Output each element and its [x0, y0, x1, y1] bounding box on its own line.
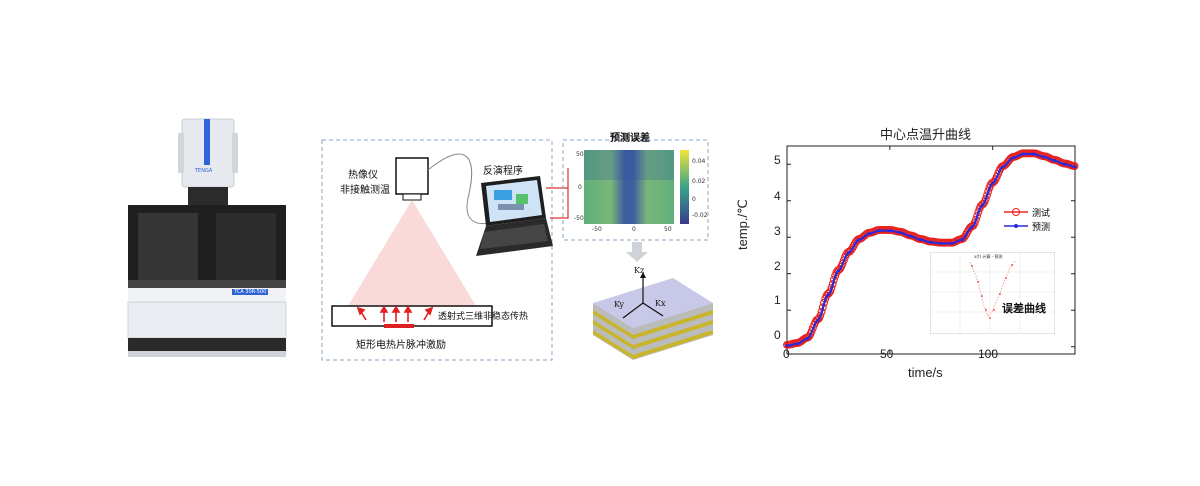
error-y-tick: -50: [574, 215, 584, 222]
data-point-predict: [1001, 165, 1005, 169]
camera-sublabel: 非接触测温: [340, 185, 390, 196]
data-point-test: [960, 232, 969, 241]
ky-label: Ky: [614, 300, 624, 309]
legend-marker-test: [1004, 208, 1028, 216]
y-tick-label: 2: [774, 259, 781, 273]
heat-arrows: [356, 305, 434, 322]
colorbar-tick: 0.02: [692, 178, 706, 185]
error-y-tick: 0: [578, 184, 582, 191]
data-point-predict: [1032, 152, 1036, 156]
legend-item: 测试: [1004, 205, 1074, 219]
legend-label: 预测: [1032, 222, 1051, 233]
data-point-predict: [919, 238, 923, 242]
colorbar-tick: -0.02: [692, 212, 708, 219]
data-point-predict: [980, 203, 985, 207]
heater-strip: [384, 324, 414, 328]
inset-label: 误差曲线: [1002, 302, 1046, 315]
camera-label: 热像仪: [348, 170, 378, 181]
laptop: [476, 176, 553, 256]
data-point-predict: [970, 225, 974, 229]
legend: 测试 预测: [1004, 205, 1074, 233]
x-axis-label: time/s: [908, 365, 943, 380]
data-point-predict: [929, 240, 933, 244]
y-tick-label: 4: [774, 189, 781, 203]
data-point-predict: [836, 269, 841, 273]
data-point-predict: [826, 293, 830, 297]
error-x-tick: -50: [592, 226, 602, 233]
layered-block: [593, 272, 713, 360]
data-point-predict: [857, 238, 861, 242]
data-point-predict: [1063, 162, 1067, 166]
data-point-predict: [1021, 152, 1026, 156]
x-tick-label: 100: [978, 347, 999, 361]
data-point-predict: [939, 241, 943, 246]
error-heatmap: [584, 150, 674, 224]
data-point-predict: [898, 230, 902, 235]
down-arrow: [626, 242, 648, 262]
instrument-image: [127, 118, 287, 357]
connector-line: [546, 168, 569, 189]
error-x-tick: 0: [632, 226, 636, 233]
y-tick-label: 3: [774, 224, 781, 238]
error-panel-frame: [562, 139, 709, 241]
instrument-logo: TENGA: [195, 168, 213, 174]
heater-label: 矩形电热片脉冲激励: [356, 340, 446, 351]
error-panel-title: 预测误差: [610, 133, 650, 144]
data-point-predict: [816, 318, 820, 323]
inset-title: x(t) 计算 - 预测: [974, 254, 1003, 259]
legend-item: 预测: [1004, 219, 1074, 233]
data-point-test: [847, 246, 856, 254]
data-point-predict: [867, 231, 871, 236]
y-tick-label: 5: [774, 153, 781, 167]
schematic-frame: [321, 139, 553, 361]
kx-label: Kx: [655, 299, 666, 308]
y-tick-label: 0: [774, 328, 781, 342]
error-x-tick: 50: [664, 226, 672, 233]
data-point-predict: [960, 238, 964, 242]
data-point-predict: [795, 342, 799, 346]
x-tick-label: 0: [783, 347, 790, 361]
chart-title: 中心点温升曲线: [880, 128, 972, 143]
data-point-predict: [805, 337, 810, 341]
kz-label: Kz: [634, 266, 645, 275]
y-axis-label: temp./℃: [735, 199, 750, 250]
data-point-predict: [785, 344, 789, 348]
error-colorbar: [680, 150, 689, 224]
cable: [427, 153, 499, 224]
data-point-predict: [847, 250, 851, 255]
colorbar-tick: 0: [692, 196, 696, 203]
colorbar-tick: 0.04: [692, 158, 706, 165]
data-point-predict: [1042, 155, 1046, 159]
x-tick-label: 50: [880, 347, 894, 361]
data-point-predict: [1011, 156, 1015, 160]
data-point-predict: [908, 234, 913, 238]
series-predict: [785, 152, 1077, 348]
schematic-diagram: [321, 139, 713, 361]
legend-marker-predict: [1004, 224, 1028, 228]
thermal-camera: [395, 157, 429, 195]
data-point-predict: [877, 229, 882, 233]
data-point-test: [990, 177, 999, 186]
legend-label: 测试: [1032, 208, 1051, 219]
data-point-predict: [1052, 158, 1057, 163]
program-label: 反演程序: [483, 166, 523, 177]
data-point-test: [979, 200, 988, 208]
instrument-badge: TCA 30R-500: [232, 289, 269, 295]
y-tick-label: 1: [774, 293, 781, 307]
error-inset-plot: [930, 252, 1055, 334]
data-point-predict: [1073, 165, 1077, 169]
data-point-predict: [991, 181, 995, 185]
sample-label: 透射式三维非稳态传热: [438, 312, 529, 322]
data-point-predict: [949, 241, 954, 246]
data-point-predict: [888, 229, 892, 233]
error-y-tick: 50: [576, 151, 584, 158]
view-cone: [348, 200, 476, 306]
